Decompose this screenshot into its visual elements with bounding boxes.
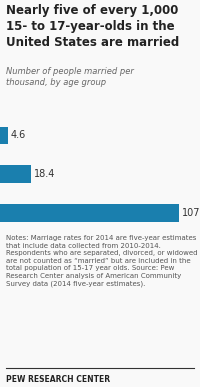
Text: Number of people married per
thousand, by age group: Number of people married per thousand, b… — [6, 67, 134, 87]
Text: 4.6: 4.6 — [11, 130, 26, 140]
Bar — [0, 204, 179, 221]
Text: 107.4: 107.4 — [182, 208, 200, 218]
Text: Nearly five of every 1,000
15- to 17-year-olds in the
United States are married: Nearly five of every 1,000 15- to 17-yea… — [6, 4, 179, 49]
Text: 18.4: 18.4 — [34, 169, 55, 179]
Text: Notes: Marriage rates for 2014 are five-year estimates that include data collect: Notes: Marriage rates for 2014 are five-… — [6, 235, 198, 287]
Bar — [0, 127, 8, 144]
Text: PEW RESEARCH CENTER: PEW RESEARCH CENTER — [6, 375, 110, 384]
Bar — [0, 166, 31, 183]
